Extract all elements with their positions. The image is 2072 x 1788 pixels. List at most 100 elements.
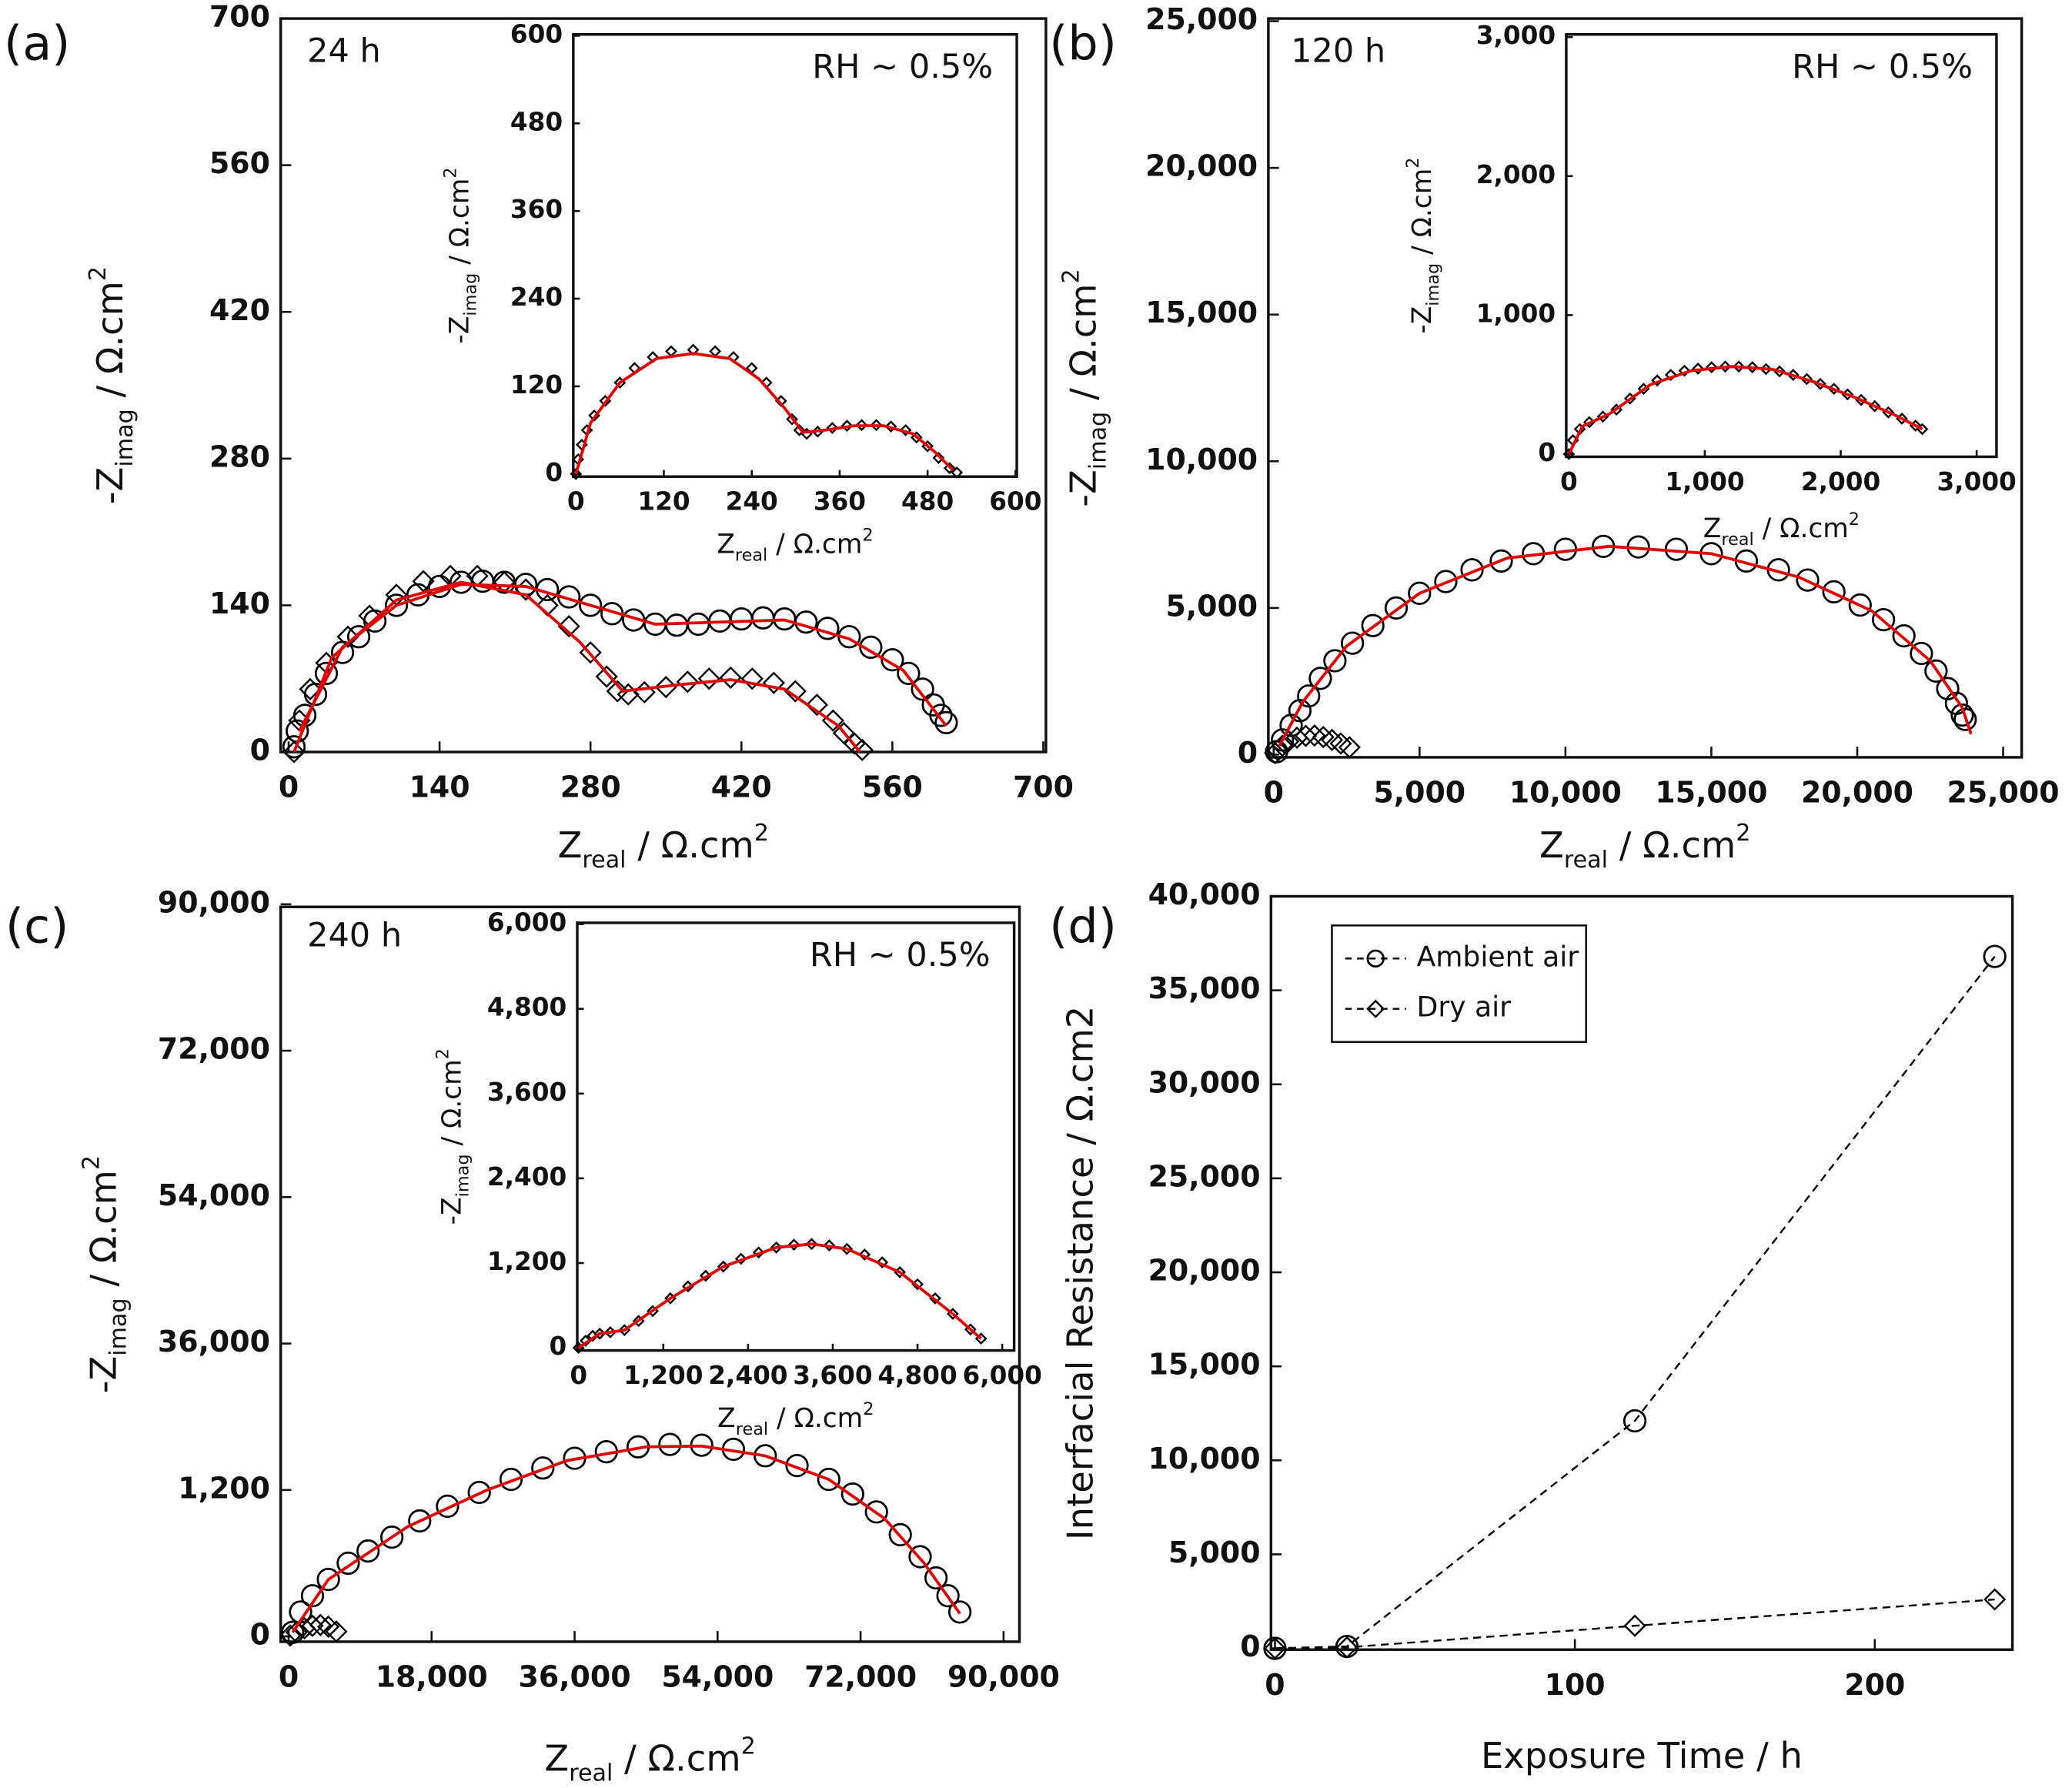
y-tick-label: 0 [250,734,270,767]
point [1384,596,1409,620]
point [300,1584,325,1608]
y-tick-label: 0 [1238,736,1258,770]
axis-label-part: / Ω.cm [1062,283,1104,411]
axis-label: -Zimag / Ω.cm2 [1058,269,1112,506]
point [557,615,580,638]
series-line [577,1242,982,1349]
axis-label-part: / Ω.cm [613,1737,740,1779]
y-tick-label: 600 [510,19,563,48]
point [1871,607,1896,632]
point [1822,580,1846,604]
legend-label: Ambient air [1417,940,1579,973]
y-tick-label: 1,200 [178,1471,270,1505]
panel-label: (c) [5,899,69,954]
axis-label-part: Z [1539,824,1564,865]
point [1692,363,1705,375]
x-tick-label: 0 [1265,1668,1285,1702]
x-tick-label: 10,000 [1509,776,1622,810]
point [884,420,897,433]
axis-label-part: real [735,545,767,565]
axis-label-part: Z [558,824,583,865]
point [858,1248,871,1261]
x-tick-label: 3,000 [1937,467,2016,496]
point [793,423,806,436]
x-tick-label: 54,000 [661,1660,774,1694]
point [1361,613,1385,637]
point [859,635,883,660]
annotation: RH ~ 0.5% [810,936,991,974]
point [380,1525,404,1549]
x-tick-label: 480 [901,487,954,516]
y-tick-label: 3,000 [1476,21,1556,50]
axis-label-part: 2 [1736,820,1750,847]
point [493,570,516,594]
x-tick-label: 0 [279,1660,299,1694]
series-line [1275,955,1996,1649]
point [1651,374,1664,387]
point [384,593,409,617]
point [579,593,603,617]
point [658,1432,682,1456]
y-tick-label: 0 [545,458,563,487]
x-tick-label: 15,000 [1655,776,1767,810]
axis-label-part: / Ω.cm [89,281,131,409]
axis-label-part: / Ω.cm [82,1170,124,1298]
y-tick-label: 420 [209,293,270,327]
axis-label-part: imag [460,273,480,316]
y-tick-label: 3,600 [487,1078,566,1107]
axis-label: Zreal / Ω.cm2 [717,525,873,565]
point [282,740,306,764]
point [1263,1636,1287,1660]
x-tick-label: 4,800 [877,1361,957,1390]
axis-label: Zreal / Ω.cm2 [558,820,769,874]
point [1408,581,1432,605]
point [676,670,699,693]
point [1434,570,1458,593]
point [346,625,371,649]
point [943,462,956,475]
point [1983,1588,2007,1611]
annotation: RH ~ 0.5% [1792,48,1973,86]
point [1623,1614,1646,1637]
point [1719,360,1732,373]
axis-label-part: real [569,1760,613,1787]
axis-label-part: -Z [436,1197,467,1225]
point [1277,730,1300,753]
series-line [1275,1598,1995,1649]
axis-label-part: / Ω.cm [627,824,754,865]
point [754,1444,777,1468]
point [1489,549,1513,573]
y-tick-label: 54,000 [158,1178,270,1212]
axis-label: Zreal / Ω.cm2 [1703,510,1860,550]
x-tick-label: 120 [637,487,690,516]
x-tick-label: 1,000 [1665,467,1744,496]
point [1983,944,2007,968]
point [752,1246,765,1259]
point [1562,448,1576,460]
x-tick-label: 140 [409,770,470,804]
series-line [574,352,954,475]
y-tick-label: 2,000 [1476,160,1556,189]
x-tick-label: 200 [1844,1668,1905,1702]
axis-label-part: / Ω.cm [444,179,475,273]
series-line [1567,365,1923,455]
axis-label-part: 2 [79,1155,105,1170]
axis-label: Exposure Time / h [1481,1735,1803,1776]
x-tick-label: 0 [1560,467,1578,496]
point [719,666,742,689]
point [1910,641,1933,666]
point [929,704,953,727]
axis-label-part: real [1564,847,1608,874]
x-tick-label: 18,000 [376,1660,488,1694]
point [936,1584,960,1608]
point [579,641,602,664]
y-tick-label: 0 [250,1618,270,1652]
point [1323,649,1347,673]
point [301,1614,324,1637]
point [1848,593,1872,617]
axis-label-part: real [1721,530,1753,550]
x-tick-label: 420 [711,770,772,804]
point [1460,558,1484,582]
y-tick-label: 0 [1240,1629,1260,1663]
